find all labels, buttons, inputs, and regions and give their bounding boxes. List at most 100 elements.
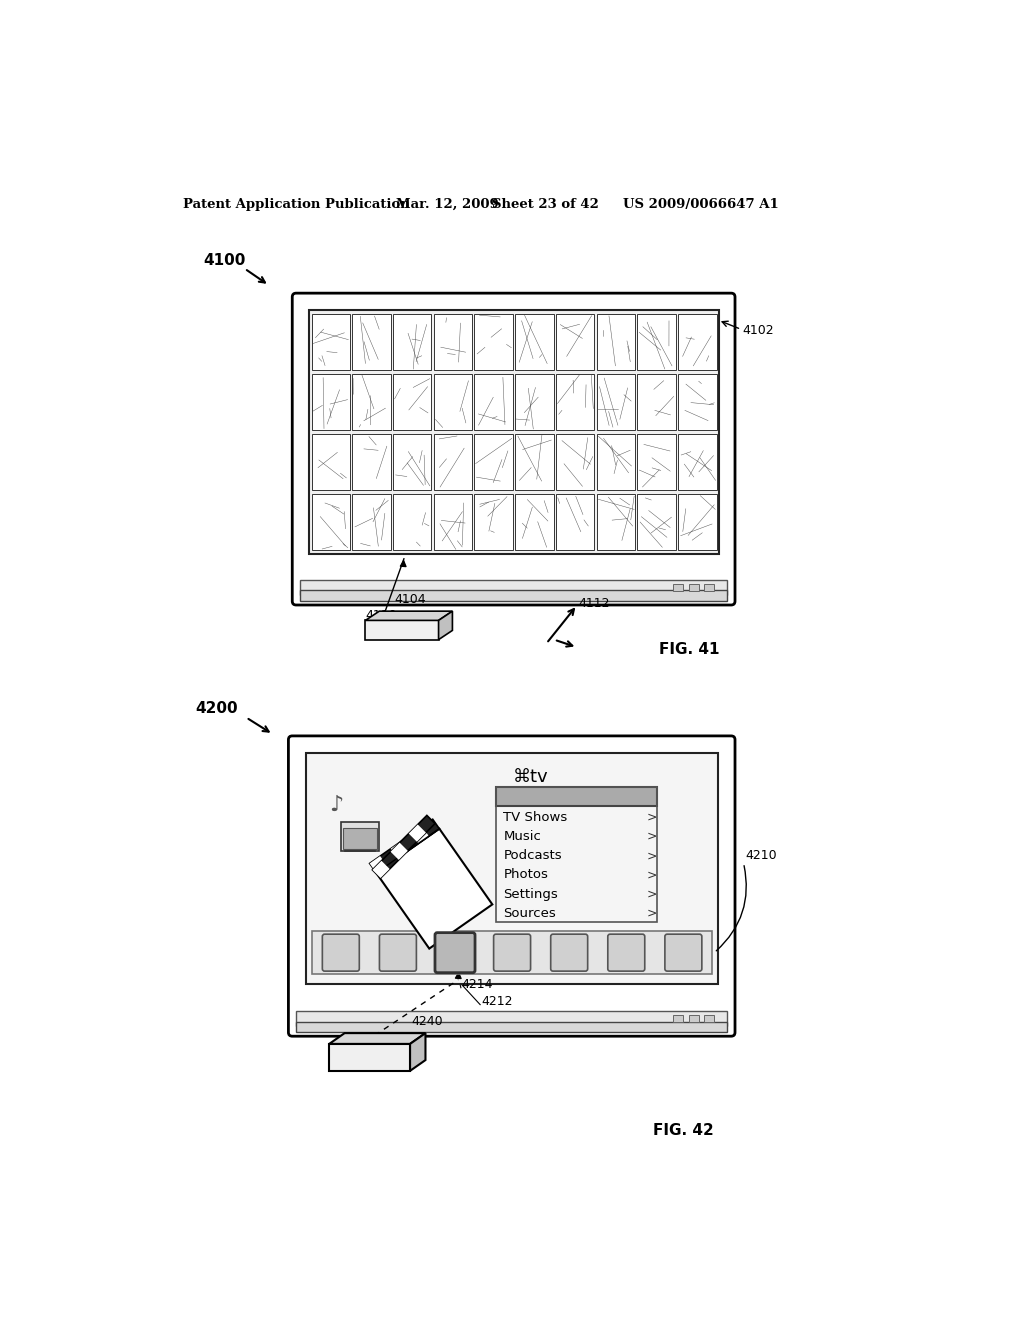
Bar — [515, 374, 554, 430]
Bar — [637, 374, 676, 430]
Text: 4212: 4212 — [481, 995, 512, 1007]
Text: Settings: Settings — [504, 887, 558, 900]
Text: 4240: 4240 — [412, 1015, 443, 1028]
Bar — [434, 494, 472, 550]
Polygon shape — [370, 820, 439, 873]
Bar — [300, 579, 727, 595]
Bar — [366, 620, 438, 640]
Bar — [352, 494, 391, 550]
Bar — [343, 828, 377, 849]
Bar — [300, 590, 727, 601]
Bar — [597, 374, 635, 430]
Bar — [515, 434, 554, 490]
FancyBboxPatch shape — [494, 935, 530, 972]
Text: Podcasts: Podcasts — [504, 849, 562, 862]
Text: >: > — [646, 907, 657, 920]
Bar — [556, 494, 594, 550]
Bar — [352, 374, 391, 430]
Bar — [705, 1015, 714, 1022]
Bar — [474, 374, 513, 430]
Bar — [311, 434, 350, 490]
Polygon shape — [412, 826, 429, 843]
Text: 4104: 4104 — [394, 594, 426, 606]
Text: 4110: 4110 — [366, 609, 397, 622]
Bar — [309, 310, 719, 554]
Bar — [474, 434, 513, 490]
Polygon shape — [373, 816, 435, 878]
Bar — [597, 434, 635, 490]
FancyBboxPatch shape — [665, 935, 701, 972]
Text: 4102: 4102 — [742, 323, 774, 337]
Bar — [637, 494, 676, 550]
Text: >: > — [646, 792, 657, 804]
Bar — [678, 374, 717, 430]
Bar — [597, 494, 635, 550]
Text: Sheet 23 of 42: Sheet 23 of 42 — [493, 198, 599, 211]
Bar — [597, 314, 635, 370]
Bar — [474, 494, 513, 550]
Polygon shape — [409, 825, 426, 842]
Text: >: > — [646, 810, 657, 824]
Bar — [330, 1044, 410, 1071]
Bar — [496, 788, 657, 807]
Polygon shape — [410, 1034, 425, 1071]
Bar — [434, 434, 472, 490]
FancyBboxPatch shape — [608, 935, 645, 972]
Bar — [306, 752, 718, 983]
Text: US 2009/0066647 A1: US 2009/0066647 A1 — [624, 198, 779, 211]
Bar — [556, 374, 594, 430]
Bar — [496, 788, 657, 923]
Bar — [556, 314, 594, 370]
Text: TV Shows: TV Shows — [504, 810, 567, 824]
Bar — [311, 374, 350, 430]
Bar — [678, 494, 717, 550]
Bar — [393, 494, 431, 550]
Bar — [689, 1015, 698, 1022]
Text: 4214: 4214 — [462, 978, 494, 991]
Bar — [637, 434, 676, 490]
Bar — [311, 314, 350, 370]
Bar — [312, 932, 712, 974]
Bar — [674, 1015, 683, 1022]
Polygon shape — [376, 829, 493, 949]
Text: 4200: 4200 — [196, 701, 238, 715]
Polygon shape — [391, 841, 408, 858]
Text: >: > — [646, 830, 657, 843]
Bar — [352, 434, 391, 490]
Bar — [393, 374, 431, 430]
Text: ♪: ♪ — [330, 795, 343, 816]
Text: 4112: 4112 — [579, 597, 610, 610]
Bar — [678, 434, 717, 490]
Text: FIG. 42: FIG. 42 — [652, 1123, 714, 1138]
Bar — [515, 314, 554, 370]
Text: Mar. 12, 2009: Mar. 12, 2009 — [396, 198, 499, 211]
Text: Sources: Sources — [504, 907, 556, 920]
Bar — [674, 585, 683, 591]
Polygon shape — [366, 611, 453, 620]
Polygon shape — [330, 1034, 425, 1044]
Text: >: > — [646, 849, 657, 862]
FancyBboxPatch shape — [323, 935, 359, 972]
Bar — [393, 314, 431, 370]
Text: 4100: 4100 — [204, 252, 246, 268]
Text: >: > — [646, 887, 657, 900]
Text: FIG. 41: FIG. 41 — [658, 643, 719, 657]
Bar — [637, 314, 676, 370]
Bar — [678, 314, 717, 370]
Bar — [341, 822, 379, 851]
Bar — [296, 1022, 727, 1032]
Bar — [352, 314, 391, 370]
Bar — [393, 434, 431, 490]
Bar — [296, 1011, 727, 1026]
Text: Patent Application Publication: Patent Application Publication — [183, 198, 410, 211]
FancyBboxPatch shape — [292, 293, 735, 605]
FancyBboxPatch shape — [551, 935, 588, 972]
FancyBboxPatch shape — [380, 935, 417, 972]
Polygon shape — [438, 611, 453, 640]
Text: Photos: Photos — [504, 869, 548, 882]
Bar — [474, 314, 513, 370]
FancyBboxPatch shape — [289, 737, 735, 1036]
Polygon shape — [370, 857, 387, 873]
Text: Movies: Movies — [504, 792, 550, 804]
FancyBboxPatch shape — [435, 933, 475, 973]
